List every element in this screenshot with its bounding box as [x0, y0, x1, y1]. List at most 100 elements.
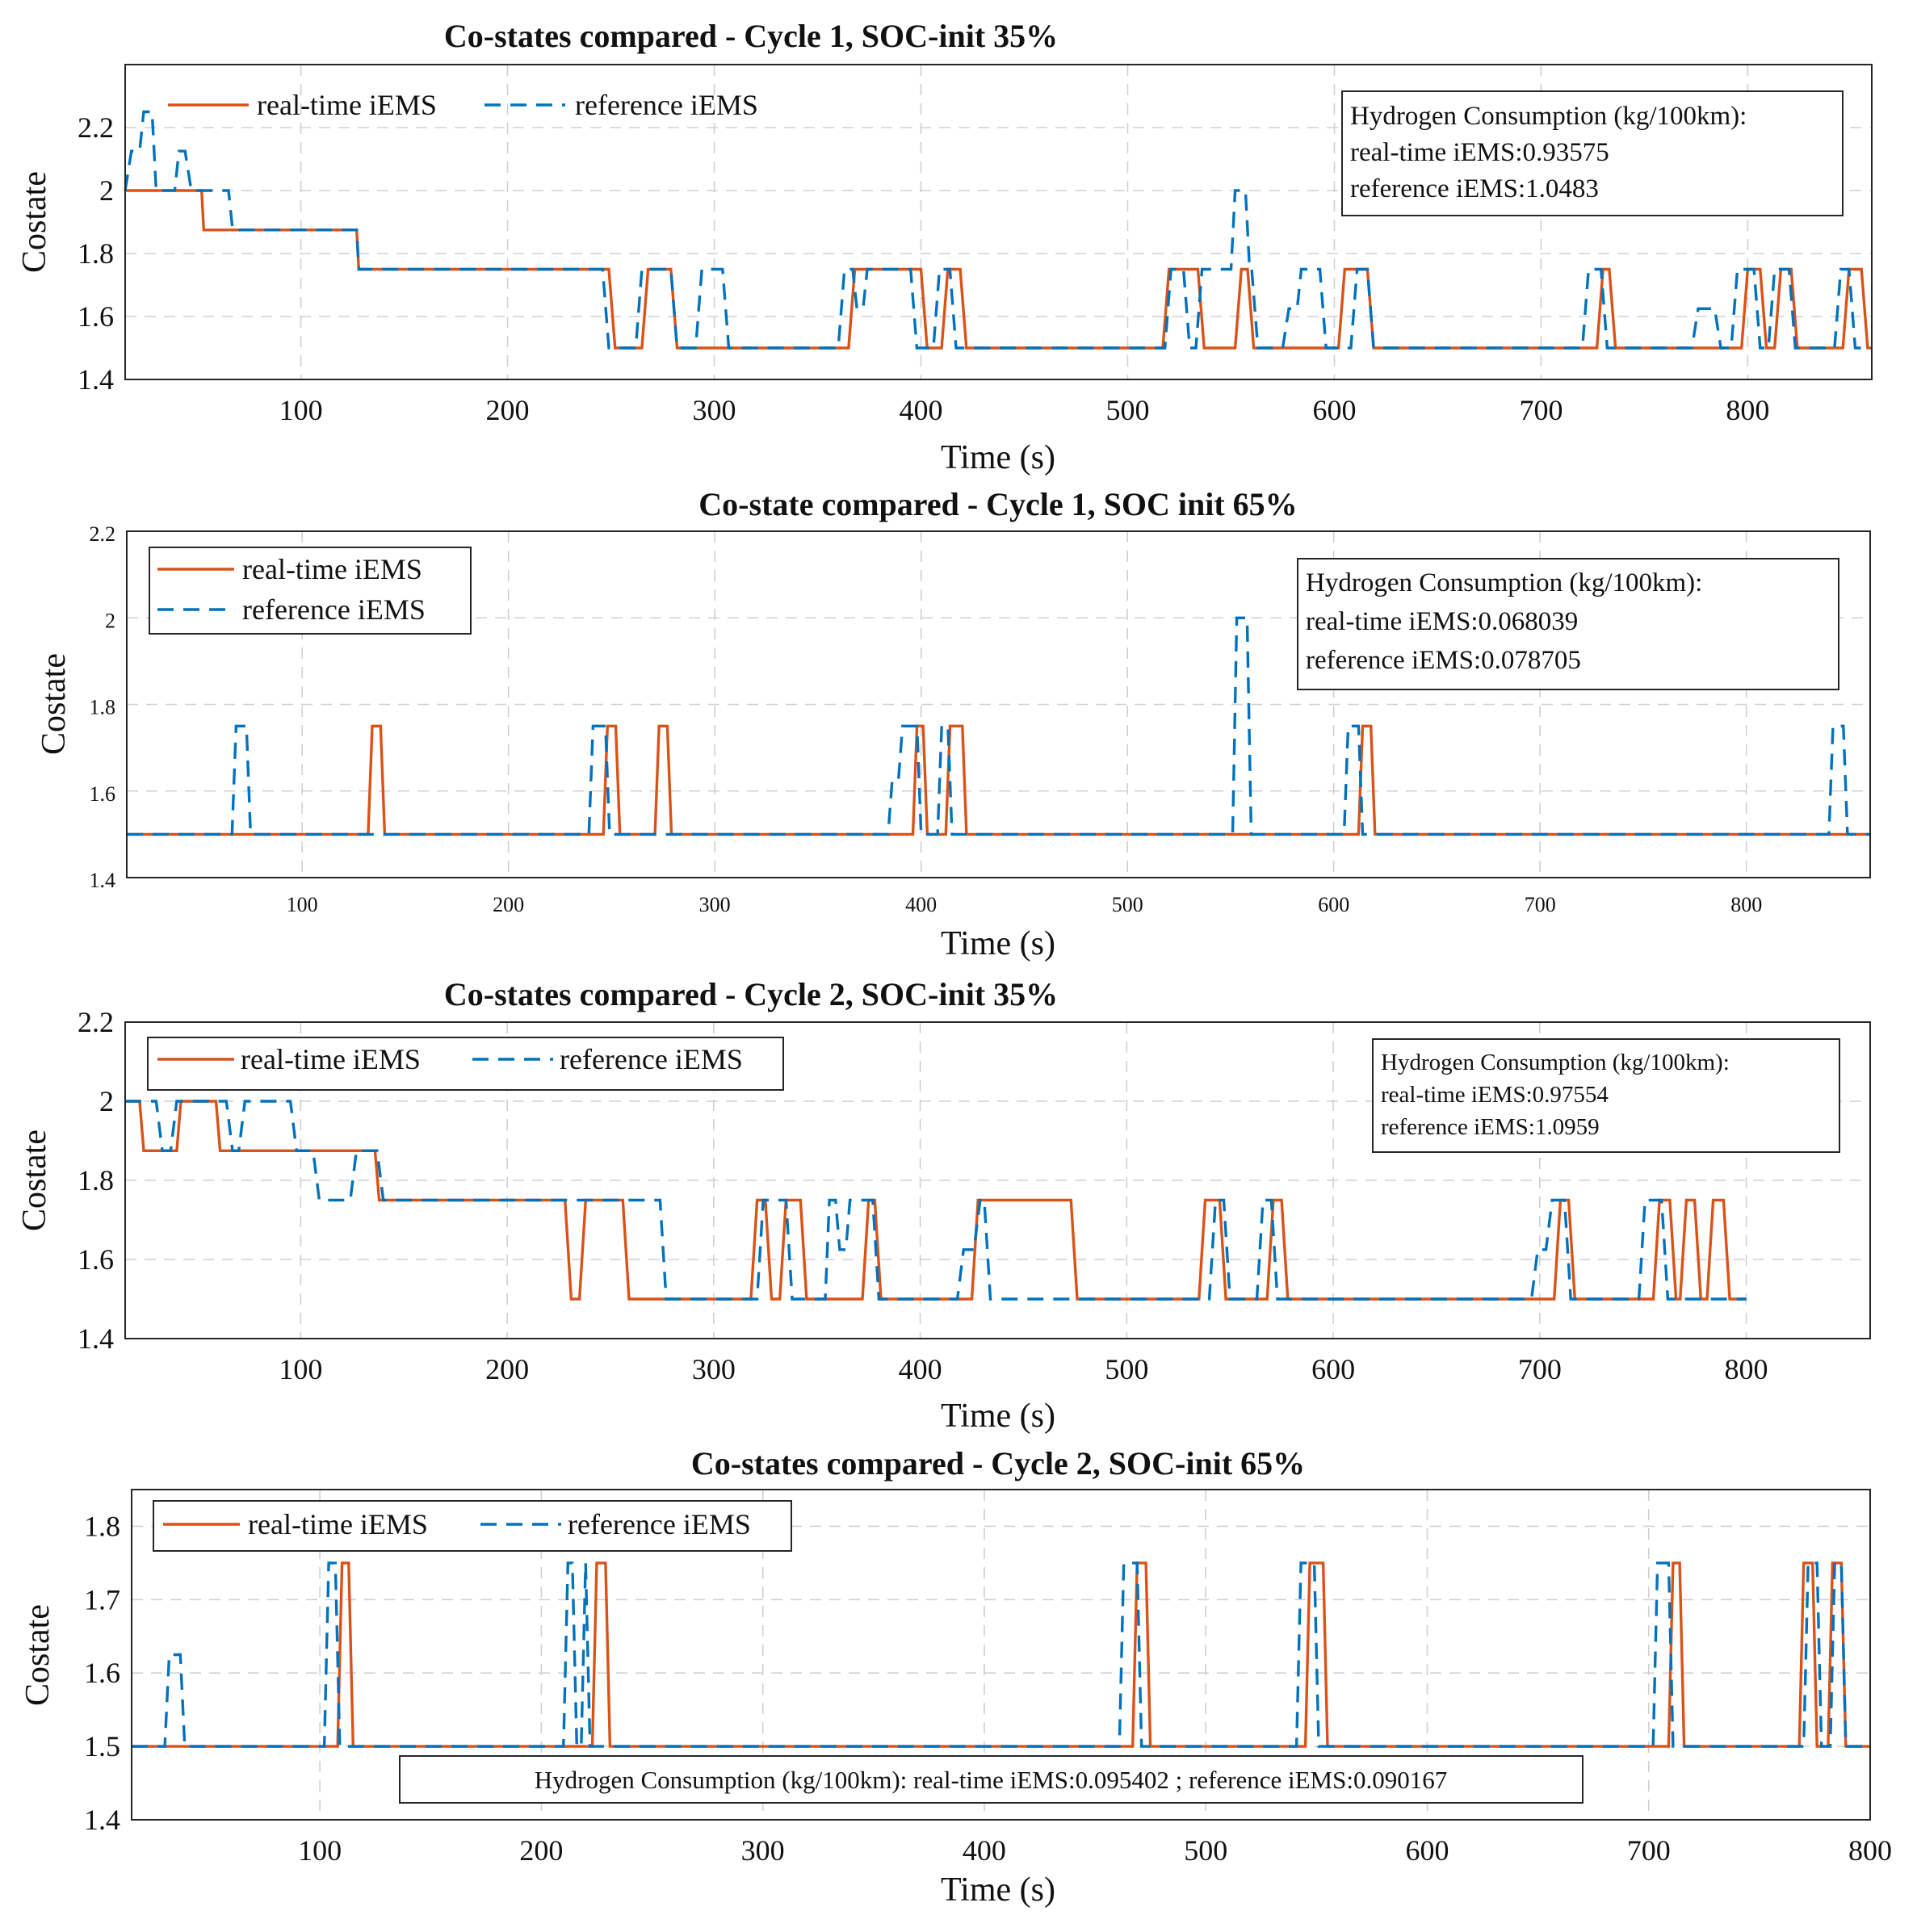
- chart-title: Co-states compared - Cycle 1, SOC-init 3…: [444, 18, 1058, 54]
- x-tick-label: 500: [1184, 1834, 1227, 1867]
- annotation-line: real-time iEMS:0.93575: [1350, 138, 1609, 167]
- x-tick-label: 800: [1725, 1353, 1768, 1385]
- y-tick-labels: 1.4 1.5 1.6 1.7 1.8: [84, 1510, 120, 1836]
- plot-area: [132, 1561, 1870, 1748]
- x-tick-label: 600: [1311, 1353, 1355, 1385]
- annotation-box: Hydrogen Consumption (kg/100km): real-ti…: [1297, 558, 1839, 690]
- x-tick-labels: 100 200 300 400 500 600 700 800: [287, 893, 1763, 916]
- panel-cycle2-soc65: Co-states compared - Cycle 2, SOC-init 6…: [19, 1445, 1892, 1909]
- x-tick-label: 300: [692, 1353, 736, 1385]
- axes-frame: [126, 530, 1871, 878]
- x-tick-label: 400: [905, 893, 937, 916]
- series-real-time-line: [125, 189, 1872, 350]
- x-tick-label: 800: [1730, 893, 1762, 916]
- x-tick-label: 300: [693, 394, 736, 426]
- x-tick-label: 200: [486, 394, 530, 426]
- legend-reference-label: reference iEMS: [242, 593, 426, 626]
- x-tick-labels: 100 200 300 400 500 600 700 800: [279, 394, 1770, 426]
- y-axis-label: Costate: [36, 653, 73, 755]
- legend-real-label: real-time iEMS: [248, 1508, 428, 1540]
- y-tick-label: 1.7: [84, 1583, 120, 1616]
- y-tick-labels: 1.4 1.6 1.8 2 2.2: [90, 522, 116, 892]
- legend: real-time iEMS reference iEMS: [168, 89, 758, 121]
- y-tick-label: 1.4: [84, 1804, 120, 1836]
- annotation-line: Hydrogen Consumption (kg/100km):: [1306, 568, 1702, 597]
- annotation-line: Hydrogen Consumption (kg/100km):: [1350, 102, 1747, 131]
- x-tick-label: 800: [1848, 1834, 1892, 1867]
- y-tick-label: 1.4: [78, 1322, 114, 1355]
- plot-area: [127, 616, 1870, 836]
- y-tick-label: 2.2: [90, 522, 116, 546]
- series-reference-line: [125, 1100, 1747, 1301]
- y-tick-label: 2.2: [78, 1006, 114, 1038]
- x-tick-label: 200: [485, 1353, 529, 1385]
- x-tick-label: 600: [1312, 394, 1356, 426]
- legend: real-time iEMS reference iEMS: [149, 547, 472, 635]
- y-tick-label: 1.8: [90, 696, 116, 719]
- annotation-box: Hydrogen Consumption (kg/100km): real-ti…: [1341, 90, 1844, 216]
- y-tick-label: 1.8: [78, 1164, 114, 1196]
- y-tick-label: 2: [105, 609, 115, 632]
- legend-real-label: real-time iEMS: [241, 1043, 421, 1075]
- annotation-line: real-time iEMS:0.068039: [1306, 607, 1578, 636]
- legend: real-time iEMS reference iEMS: [147, 1037, 784, 1091]
- legend: real-time iEMS reference iEMS: [153, 1500, 792, 1552]
- x-tick-label: 400: [963, 1834, 1006, 1867]
- chart-title: Co-state compared - Cycle 1, SOC init 65…: [698, 486, 1297, 522]
- x-tick-label: 300: [699, 893, 731, 916]
- annotation-line: Hydrogen Consumption (kg/100km): real-ti…: [535, 1766, 1447, 1794]
- chart-title: Co-states compared - Cycle 2, SOC-init 6…: [691, 1445, 1305, 1481]
- y-tick-label: 1.8: [84, 1510, 120, 1542]
- x-axis-label: Time (s): [941, 925, 1055, 962]
- x-tick-label: 400: [900, 394, 943, 426]
- axes-frame: [124, 1021, 1871, 1339]
- legend-reference-label: reference iEMS: [575, 89, 758, 121]
- y-tick-label: 2.2: [78, 111, 114, 144]
- x-tick-labels: 100 200 300 400 500 600 700 800: [298, 1834, 1892, 1867]
- y-tick-label: 1.4: [90, 869, 116, 892]
- annotation-box: Hydrogen Consumption (kg/100km): real-ti…: [399, 1755, 1584, 1804]
- y-axis-label: Costate: [19, 1604, 57, 1706]
- annotation-line: real-time iEMS:0.97554: [1381, 1082, 1609, 1108]
- x-tick-label: 100: [279, 394, 323, 426]
- y-tick-label: 1.6: [78, 300, 114, 333]
- chart-title: Co-states compared - Cycle 2, SOC-init 3…: [444, 976, 1058, 1012]
- y-tick-label: 2: [99, 1085, 114, 1117]
- y-tick-label: 1.6: [90, 782, 116, 806]
- legend-reference-label: reference iEMS: [560, 1043, 743, 1075]
- x-tick-label: 100: [279, 1353, 322, 1385]
- x-tick-label: 600: [1318, 893, 1349, 916]
- series-real-time-line: [127, 724, 1870, 836]
- x-tick-label: 700: [1525, 893, 1556, 916]
- x-axis-label: Time (s): [941, 439, 1055, 476]
- x-tick-label: 500: [1105, 394, 1149, 426]
- x-axis-label: Time (s): [941, 1871, 1055, 1909]
- annotation-line: Hydrogen Consumption (kg/100km):: [1381, 1050, 1730, 1075]
- panel-cycle2-soc35: Co-states compared - Cycle 2, SOC-init 3…: [16, 976, 1871, 1435]
- x-tick-label: 200: [493, 893, 524, 916]
- series-reference-line: [124, 110, 1872, 350]
- plot-area: [125, 1100, 1747, 1301]
- x-tick-label: 400: [899, 1353, 942, 1385]
- x-axis-label: Time (s): [941, 1398, 1055, 1435]
- legend-real-label: real-time iEMS: [257, 89, 437, 121]
- plot-area: [124, 110, 1872, 350]
- annotation-line: reference iEMS:1.0959: [1381, 1114, 1600, 1140]
- x-tick-label: 600: [1405, 1834, 1449, 1867]
- x-tick-labels: 100 200 300 400 500 600 700 800: [279, 1353, 1768, 1385]
- x-tick-label: 200: [519, 1834, 563, 1867]
- x-tick-label: 500: [1105, 1353, 1148, 1385]
- series-reference-line: [127, 616, 1870, 836]
- annotation-line: reference iEMS:0.078705: [1306, 646, 1581, 675]
- x-tick-label: 500: [1112, 893, 1143, 916]
- x-tick-label: 100: [287, 893, 318, 916]
- x-tick-label: 300: [741, 1834, 785, 1867]
- y-tick-label: 1.6: [78, 1243, 114, 1276]
- series-real-time-line: [132, 1561, 1870, 1748]
- axes-frame: [131, 1489, 1871, 1821]
- x-tick-label: 700: [1627, 1834, 1671, 1867]
- panel-cycle1-soc65: Co-state compared - Cycle 1, SOC init 65…: [36, 486, 1871, 962]
- y-tick-label: 2: [99, 174, 114, 207]
- x-tick-label: 100: [298, 1834, 342, 1867]
- x-tick-label: 700: [1518, 1353, 1562, 1385]
